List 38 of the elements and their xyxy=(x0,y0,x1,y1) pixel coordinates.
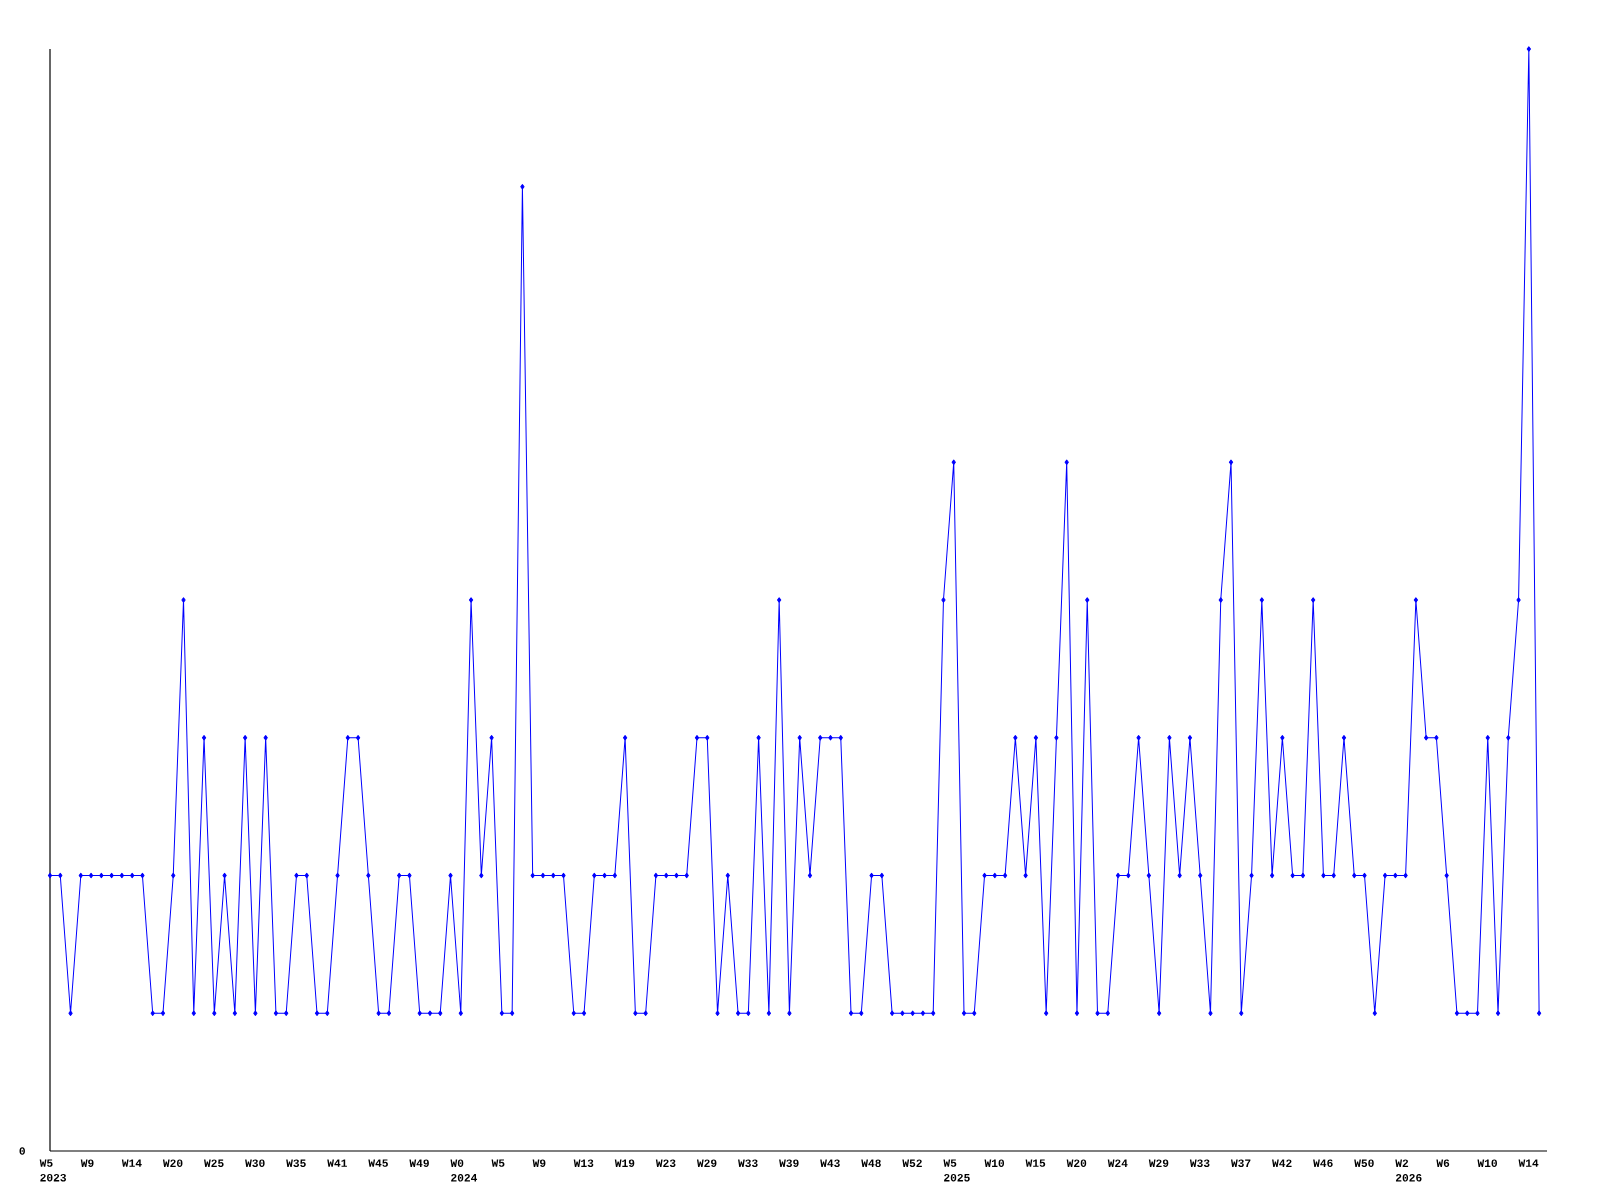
x-tick-label: W41 xyxy=(327,1159,347,1167)
x-tick-label: W10 xyxy=(1477,1159,1497,1167)
x-tick-label: W45 xyxy=(368,1159,388,1167)
x-tick-label: W15 xyxy=(1025,1159,1046,1167)
x-tick-label: W33 xyxy=(1189,1159,1210,1168)
x-tick-label: W10 xyxy=(984,1159,1005,1167)
x-tick-label: W5 xyxy=(491,1159,505,1167)
x-tick-label: W14 xyxy=(121,1159,142,1167)
x-tick-label: W2 2026 xyxy=(1395,1159,1422,1182)
x-tick-label: W23 xyxy=(655,1159,676,1168)
x-tick-label: W13 xyxy=(573,1159,594,1168)
x-tick-label: W37 xyxy=(1230,1159,1251,1168)
x-tick-label: W33 xyxy=(738,1159,758,1168)
x-tick-label: W43 xyxy=(820,1159,840,1168)
x-tick-label: W5 2025 xyxy=(943,1159,970,1182)
x-tick-label: W6 xyxy=(1436,1159,1450,1167)
x-tick-label: W42 xyxy=(1272,1159,1292,1167)
x-tick-label: W50 xyxy=(1354,1159,1374,1167)
x-tick-label: W9 xyxy=(80,1159,94,1167)
x-tick-label: W0 2024 xyxy=(450,1159,478,1182)
text: 0 xyxy=(19,1147,25,1155)
x-tick-label: W24 xyxy=(1107,1159,1128,1167)
x-tick-label: W20 xyxy=(1066,1159,1087,1167)
x-tick-label: W49 xyxy=(409,1159,429,1167)
x-tick-label: W20 xyxy=(162,1159,183,1167)
x-tick-label: W5 2023 xyxy=(39,1159,67,1182)
x-tick-label: W48 xyxy=(861,1159,881,1167)
x-tick-label: W29 xyxy=(696,1159,717,1167)
x-tick-label: W39 xyxy=(779,1159,799,1168)
x-tick-label: W46 xyxy=(1313,1159,1333,1167)
x-tick-label: W14 xyxy=(1518,1159,1539,1167)
x-tick-label: W52 xyxy=(902,1159,922,1167)
x-tick-label: W29 xyxy=(1148,1159,1169,1167)
x-tick-label: W30 xyxy=(245,1159,265,1168)
x-tick-label: W25 xyxy=(204,1159,224,1167)
x-tick-label: W19 xyxy=(614,1159,635,1167)
x-tick-label: W35 xyxy=(286,1159,306,1168)
x-tick-label: W9 xyxy=(532,1159,546,1167)
